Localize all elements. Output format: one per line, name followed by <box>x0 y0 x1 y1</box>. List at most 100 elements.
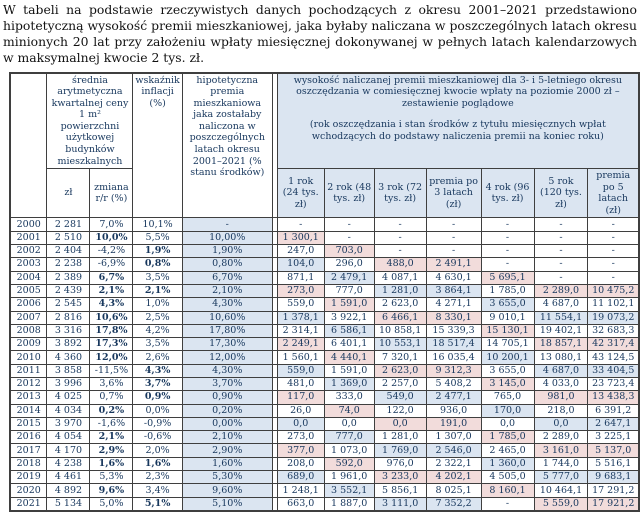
inflation-cell: 1,9% <box>132 244 183 259</box>
price-cell: 2 238 <box>46 257 91 272</box>
savings-cell: 1 560,1 <box>276 350 325 365</box>
savings-cell: 273,0 <box>276 430 325 445</box>
savings-cell: 6 391,2 <box>587 403 640 418</box>
savings-cell: 0,0 <box>480 416 535 432</box>
savings-cell: 19 073,2 <box>587 310 640 325</box>
savings-cell: 15 130,1 <box>480 323 535 339</box>
premium5-subheader: premia po 5 latach (zł) <box>587 168 640 219</box>
savings-cell: 170,0 <box>480 403 535 418</box>
premium-percent-cell: 12,00% <box>181 350 273 365</box>
premium-percent-cell: 5,10% <box>181 496 273 512</box>
price-cell: 4 170 <box>46 443 91 458</box>
savings-cell: - <box>425 217 482 232</box>
price-change-cell: 1,6% <box>89 456 134 472</box>
price-change-cell: 2,9% <box>89 443 134 458</box>
inflation-cell: 2,1% <box>132 283 183 299</box>
year-column-header <box>9 71 48 219</box>
savings-cell: 1 785,0 <box>480 430 535 445</box>
inflation-cell: 1,0% <box>132 297 183 312</box>
price-cell: 4 238 <box>46 456 91 472</box>
price-change-cell: -1,6% <box>89 416 134 432</box>
savings-cell: - <box>587 244 640 259</box>
savings-cell: 1 961,0 <box>323 470 375 485</box>
table-row: 2006 2 545 4,3% 1,0% 4,30% 559,0 1 591,0 2 623,… <box>9 297 640 312</box>
savings-cell: 4 202,1 <box>425 470 482 485</box>
savings-cell: 2 465,0 <box>480 443 535 458</box>
table-row: 2010 4 360 12,0% 2,6% 12,00% 1 560,1 4 440,1 7 … <box>9 350 640 365</box>
price-change-cell: 10,0% <box>89 230 134 246</box>
table-row: 2009 3 892 17,3% 3,5% 17,30% 2 249,1 6 401,1 10… <box>9 337 640 352</box>
savings-cell: 1 369,0 <box>323 376 375 392</box>
savings-cell: 1 307,0 <box>425 430 482 445</box>
price-cell: 4 034 <box>46 403 91 418</box>
year-cell: 2008 <box>9 323 48 339</box>
premium-percent-cell: 3,70% <box>181 376 273 392</box>
savings-cell: 10 553,1 <box>373 337 427 352</box>
savings-cell: 16 035,4 <box>425 350 482 365</box>
savings-header: wysokość naliczanej premii mieszkaniowej… <box>276 71 640 170</box>
savings-cell: 4 687,0 <box>533 363 589 379</box>
savings-cell: 1 591,0 <box>323 363 375 379</box>
premium-percent-cell: 10,00% <box>181 230 273 246</box>
savings-cell: 2 322,1 <box>425 456 482 472</box>
price-cell: 3 970 <box>46 416 91 432</box>
savings-cell: 18 857,1 <box>533 337 589 352</box>
savings-cell: 5 777,0 <box>533 470 589 485</box>
price-change-cell: 2,1% <box>89 430 134 445</box>
inflation-cell: 2,0% <box>132 443 183 458</box>
savings-cell: 1 073,0 <box>323 443 375 458</box>
savings-cell: - <box>587 230 640 246</box>
year-cell: 2011 <box>9 363 48 379</box>
price-change-cell: 0,7% <box>89 390 134 405</box>
year-cell: 2000 <box>9 217 48 232</box>
savings-cell: 13 080,1 <box>533 350 589 365</box>
savings-cell: - <box>533 257 589 272</box>
savings-cell: 273,0 <box>276 283 325 299</box>
savings-cell: - <box>276 217 325 232</box>
savings-cell: 559,0 <box>276 363 325 379</box>
premium-percent-cell: 1,60% <box>181 456 273 472</box>
savings-cell: 1 281,0 <box>373 430 427 445</box>
savings-cell: 2 249,1 <box>276 337 325 352</box>
savings-cell: 1 591,0 <box>323 297 375 312</box>
savings-cell: 0,0 <box>323 416 375 432</box>
savings-cell: 0,0 <box>373 416 427 432</box>
savings-cell: 2 289,0 <box>533 430 589 445</box>
table-row: 2020 4 892 9,6% 3,4% 9,60% 1 248,1 3 552,1 5 85… <box>9 483 640 498</box>
year-cell: 2013 <box>9 390 48 405</box>
premium-percent-cell: 10,60% <box>181 310 273 325</box>
price-change-cell: -4,2% <box>89 244 134 259</box>
savings-cell: 208,0 <box>276 456 325 472</box>
savings-cell: 9 312,3 <box>425 363 482 379</box>
savings-cell: 296,0 <box>323 257 375 272</box>
year-cell: 2015 <box>9 416 48 432</box>
savings-cell: 1 360,0 <box>480 456 535 472</box>
savings-cell: 42 317,4 <box>587 337 640 352</box>
savings-cell: - <box>373 244 427 259</box>
year4-subheader: 4 rok (96 tys. zł) <box>480 168 535 219</box>
inflation-cell: 3,7% <box>132 376 183 392</box>
year-cell: 2014 <box>9 403 48 418</box>
savings-cell: 936,0 <box>425 403 482 418</box>
savings-cell: 33 404,5 <box>587 363 640 379</box>
savings-cell: 1 300,1 <box>276 230 325 246</box>
savings-cell: 592,0 <box>323 456 375 472</box>
savings-cell: - <box>587 257 640 272</box>
table-row: 2021 5 134 5,0% 5,1% 5,10% 663,0 1 887,0 3 111,… <box>9 496 640 512</box>
savings-cell: 981,0 <box>533 390 589 405</box>
savings-cell: 976,0 <box>373 456 427 472</box>
savings-cell: 3 922,1 <box>323 310 375 325</box>
savings-cell: 26,0 <box>276 403 325 418</box>
savings-cell: 2 546,0 <box>425 443 482 458</box>
premium-percent-cell: 2,10% <box>181 430 273 445</box>
savings-cell: 2 623,0 <box>373 297 427 312</box>
savings-cell: 2 491,1 <box>425 257 482 272</box>
table-row: 2003 2 238 -6,9% 0,8% 0,80% 104,0 296,0 488,0 2 … <box>9 257 640 272</box>
premium-table: średnia arytmetyczna kwartalnej ceny 1 m… <box>9 71 640 512</box>
year5-subheader: 5 rok (120 tys. zł) <box>533 168 589 219</box>
savings-cell: 6 401,1 <box>323 337 375 352</box>
savings-cell: 11 554,1 <box>533 310 589 325</box>
savings-cell: 703,0 <box>323 244 375 259</box>
premium-percent-cell: 4,30% <box>181 363 273 379</box>
table-row: 2019 4 461 5,3% 2,3% 5,30% 689,0 1 961,0 3 233,… <box>9 470 640 485</box>
